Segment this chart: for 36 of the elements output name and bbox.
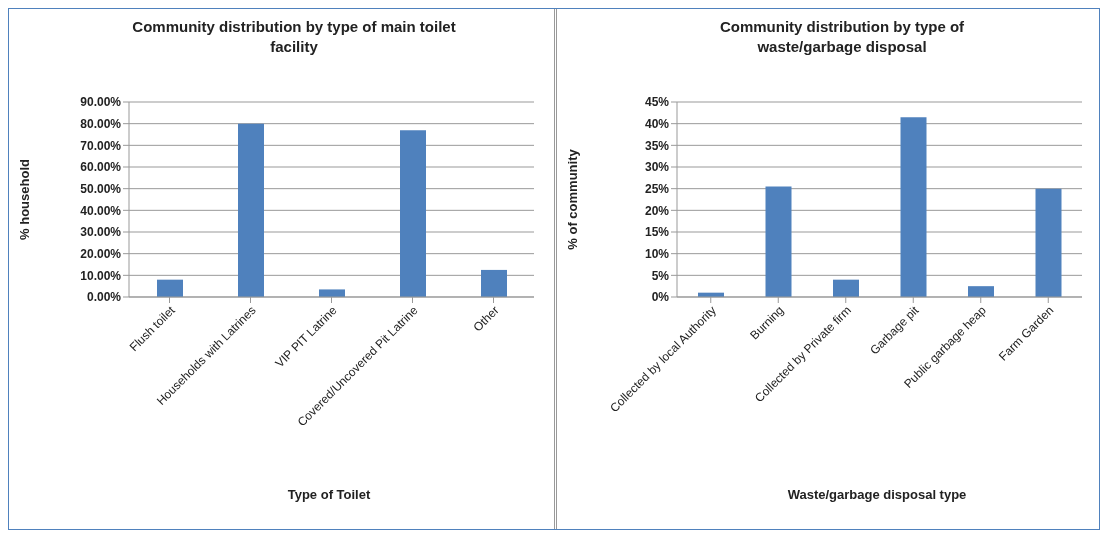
y-tick-label: 0% xyxy=(651,290,670,305)
chart-title: Community distribution by type of waste/garbage disposal xyxy=(718,17,966,57)
bar xyxy=(400,130,426,297)
bar xyxy=(900,117,927,297)
y-tick-label: 25% xyxy=(644,181,670,196)
y-tick-label: 60.00% xyxy=(80,160,122,175)
x-axis-title: Type of Toilet xyxy=(286,487,372,502)
bar xyxy=(765,186,792,297)
y-tick-label: 30.00% xyxy=(80,225,122,240)
y-tick-label: 90.00% xyxy=(80,95,122,110)
chart-title: Community distribution by type of main toilet facility xyxy=(131,17,457,57)
y-tick-label: 5% xyxy=(651,268,670,283)
y-tick-label: 10.00% xyxy=(80,268,122,283)
y-tick-label: 40.00% xyxy=(80,203,122,218)
y-tick-label: 20.00% xyxy=(80,246,122,261)
y-axis-title: % of community xyxy=(564,148,580,250)
bar xyxy=(157,279,183,297)
y-tick-label: 15% xyxy=(644,225,670,240)
y-tick-label: 35% xyxy=(644,138,670,153)
bar xyxy=(833,279,859,297)
bar xyxy=(319,289,345,297)
y-tick-label: 80.00% xyxy=(80,116,122,131)
y-tick-label: 20% xyxy=(644,203,670,218)
y-axis-title: % household xyxy=(16,159,32,240)
x-axis-title: Waste/garbage disposal type xyxy=(786,487,968,502)
bar xyxy=(481,269,507,297)
y-tick-label: 30% xyxy=(644,160,670,175)
bar xyxy=(1035,188,1062,297)
bar xyxy=(238,123,264,297)
y-tick-label: 50.00% xyxy=(80,181,122,196)
y-tick-label: 45% xyxy=(644,95,670,110)
bar xyxy=(968,286,994,297)
y-tick-label: 0.00% xyxy=(86,290,122,305)
y-tick-label: 40% xyxy=(644,116,670,131)
y-tick-label: 70.00% xyxy=(80,138,122,153)
y-tick-label: 10% xyxy=(644,246,670,261)
